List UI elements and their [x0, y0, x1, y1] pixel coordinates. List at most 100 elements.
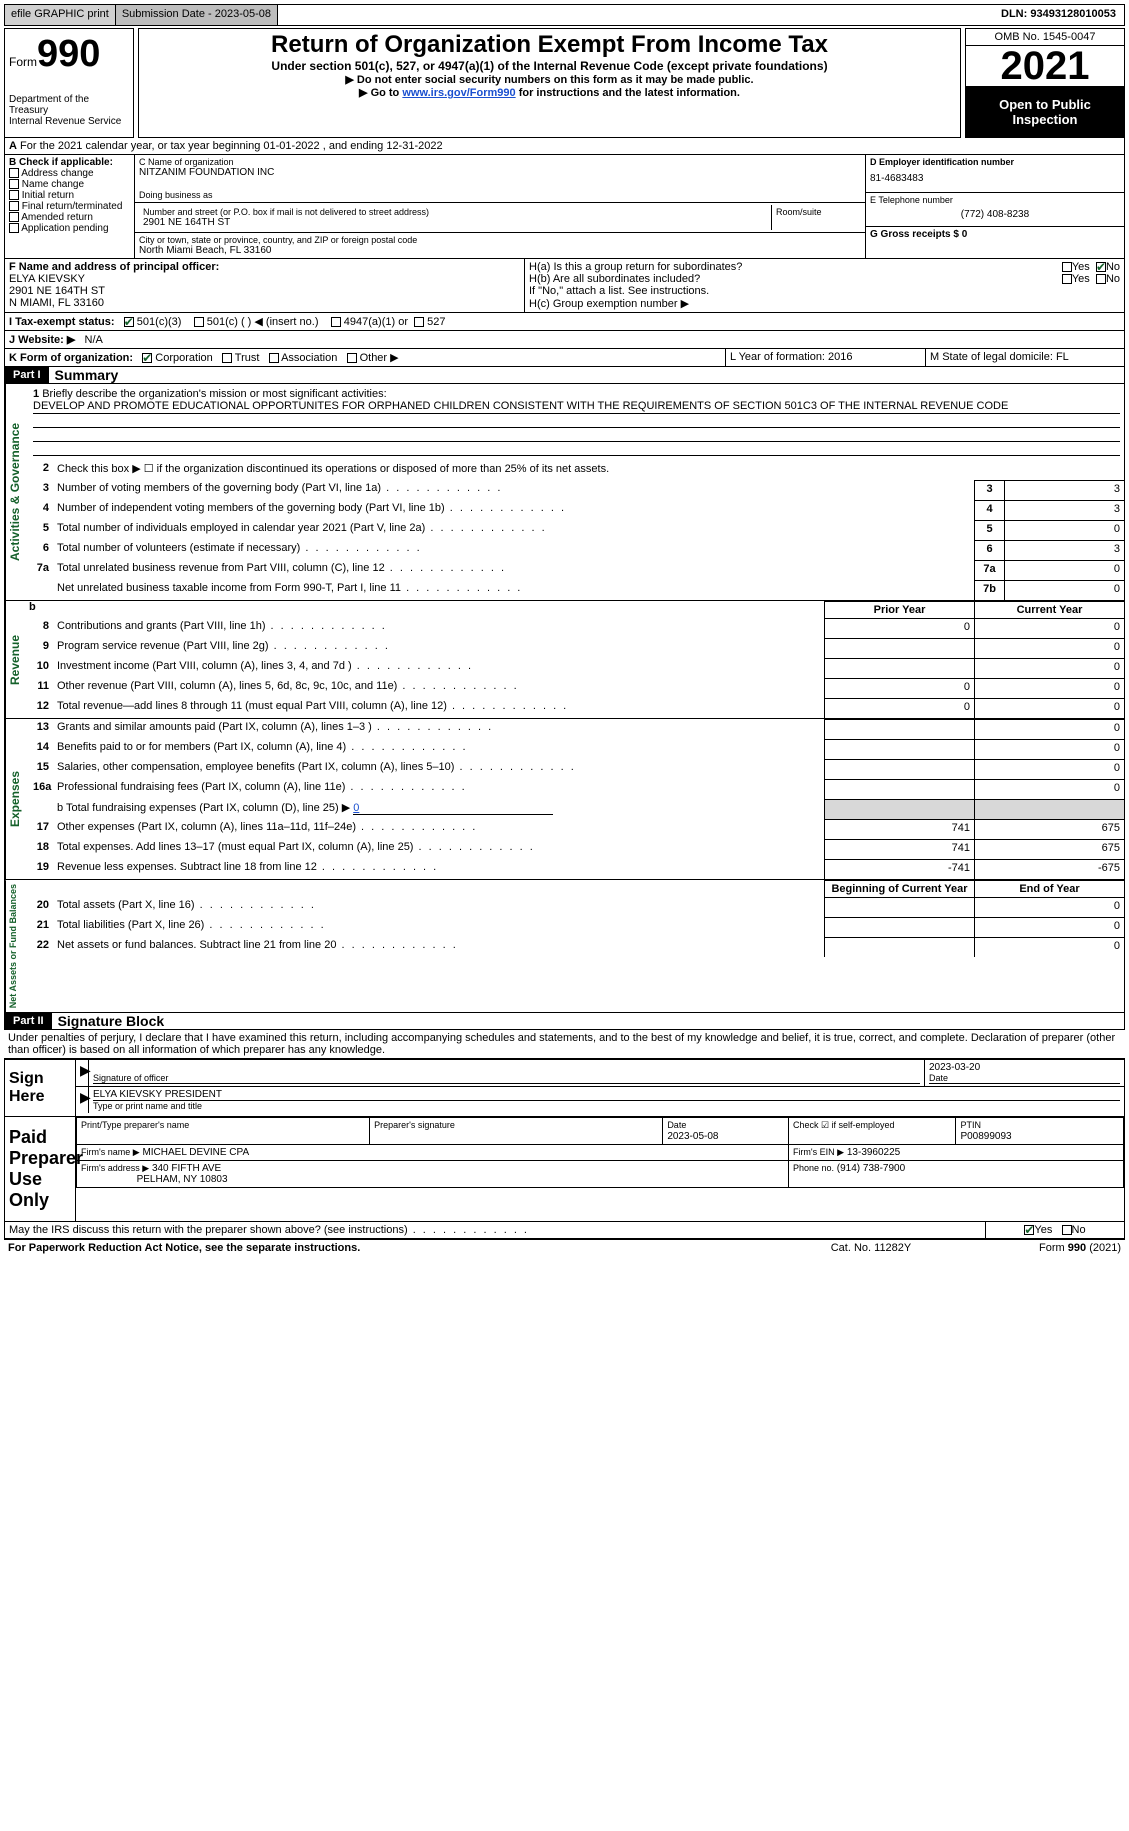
paid-preparer-label: Paid Preparer Use Only — [5, 1117, 75, 1221]
page-footer: For Paperwork Reduction Act Notice, see … — [4, 1239, 1125, 1256]
efile-button[interactable]: efile GRAPHIC print — [5, 5, 116, 25]
discuss-label: May the IRS discuss this return with the… — [9, 1224, 408, 1236]
opt-corp: Corporation — [155, 352, 212, 364]
gov-line: 5Total number of individuals employed in… — [29, 520, 1124, 540]
line16b-row: b Total fundraising expenses (Part IX, c… — [29, 799, 1124, 819]
year-formation: L Year of formation: 2016 — [725, 349, 925, 367]
checkbox-initial-return[interactable] — [9, 190, 19, 200]
ha-no-checkbox[interactable] — [1096, 262, 1106, 272]
checkbox-527[interactable] — [414, 317, 424, 327]
checkbox-final-return[interactable] — [9, 201, 19, 211]
hb-no-text: No — [1106, 273, 1120, 285]
net-assets-section: Net Assets or Fund Balances Beginning of… — [4, 880, 1125, 1013]
irs-link[interactable]: www.irs.gov/Form990 — [402, 87, 515, 99]
tax-exempt-row: I Tax-exempt status: 501(c)(3) 501(c) ( … — [4, 313, 1125, 331]
checkbox-4947[interactable] — [331, 317, 341, 327]
firm-ein-label: Firm's EIN ▶ — [793, 1147, 844, 1157]
discuss-yes-checkbox[interactable] — [1024, 1225, 1034, 1235]
checkbox-corporation[interactable] — [142, 353, 152, 363]
prior-year-hdr: Prior Year — [824, 601, 974, 618]
opt-4947: 4947(a)(1) or — [344, 316, 408, 328]
firm-name-value: MICHAEL DEVINE CPA — [142, 1147, 249, 1158]
city-value: North Miami Beach, FL 33160 — [139, 245, 861, 256]
officer-addr1: 2901 NE 164TH ST — [9, 285, 520, 297]
phone-label: E Telephone number — [870, 195, 1120, 205]
ha-yes-checkbox[interactable] — [1062, 262, 1072, 272]
officer-addr2: N MIAMI, FL 33160 — [9, 297, 520, 309]
form-ref: Form 990 (2021) — [971, 1242, 1121, 1254]
checkbox-501c3[interactable] — [124, 317, 134, 327]
data-line: 18Total expenses. Add lines 13–17 (must … — [29, 839, 1124, 859]
section-j-label: J Website: ▶ — [9, 334, 75, 346]
firm-addr-label: Firm's address ▶ — [81, 1163, 149, 1173]
toolbar-spacer — [278, 5, 993, 25]
self-employed-label: Check ☑ if self-employed — [793, 1120, 895, 1130]
ein-value: 81-4683483 — [870, 167, 1120, 190]
vlabel-governance: Activities & Governance — [5, 384, 29, 600]
submission-date-button[interactable]: Submission Date - 2023-05-08 — [116, 5, 278, 25]
tax-year: 2021 — [966, 46, 1124, 87]
paperwork-notice: For Paperwork Reduction Act Notice, see … — [8, 1242, 771, 1254]
ha-label: H(a) Is this a group return for subordin… — [529, 261, 1062, 273]
data-line: 10Investment income (Part VIII, column (… — [29, 658, 1124, 678]
data-line: 13Grants and similar amounts paid (Part … — [29, 719, 1124, 739]
data-line: 22Net assets or fund balances. Subtract … — [29, 937, 1124, 957]
org-name-label: C Name of organization — [139, 157, 861, 167]
dba-label: Doing business as — [139, 190, 861, 200]
phone-value: (772) 408-8238 — [870, 205, 1120, 224]
opt-527: 527 — [427, 316, 445, 328]
firm-ein-value: 13-3960225 — [847, 1147, 900, 1158]
discuss-no-checkbox[interactable] — [1062, 1225, 1072, 1235]
data-line: 15Salaries, other compensation, employee… — [29, 759, 1124, 779]
hb-label: H(b) Are all subordinates included? — [529, 273, 1062, 285]
checkbox-name-change[interactable] — [9, 179, 19, 189]
data-line: 21Total liabilities (Part X, line 26)0 — [29, 917, 1124, 937]
opt-initial-return: Initial return — [22, 190, 74, 201]
sig-officer-label: Signature of officer — [93, 1073, 920, 1084]
ein-label: D Employer identification number — [870, 157, 1120, 167]
form-identifier-box: Form990 Department of the Treasury Inter… — [4, 28, 134, 138]
hb-no-checkbox[interactable] — [1096, 274, 1106, 284]
vlabel-net-assets: Net Assets or Fund Balances — [5, 880, 29, 1012]
form-subtitle: Under section 501(c), 527, or 4947(a)(1)… — [145, 59, 954, 73]
checkbox-association[interactable] — [269, 353, 279, 363]
section-i-label: I Tax-exempt status: — [9, 316, 115, 328]
declaration-text: Under penalties of perjury, I declare th… — [4, 1030, 1125, 1059]
prep-sig-label: Preparer's signature — [374, 1120, 455, 1130]
opt-address-change: Address change — [21, 168, 93, 179]
sig-date-value: 2023-03-20 — [929, 1062, 1120, 1073]
ha-yes-text: Yes — [1072, 261, 1090, 273]
data-line: 14Benefits paid to or for members (Part … — [29, 739, 1124, 759]
line1-label: Briefly describe the organization's miss… — [42, 388, 386, 400]
part2-header-row: Part II Signature Block — [4, 1013, 1125, 1030]
discuss-no-text: No — [1072, 1224, 1086, 1236]
date-label: Date — [929, 1073, 1120, 1084]
checkbox-other[interactable] — [347, 353, 357, 363]
opt-501c3: 501(c)(3) — [137, 316, 182, 328]
section-b-checkboxes: B Check if applicable: Address change Na… — [4, 155, 134, 259]
gov-line: 6Total number of volunteers (estimate if… — [29, 540, 1124, 560]
revenue-section: Revenue b Prior Year Current Year 8Contr… — [4, 601, 1125, 719]
end-year-hdr: End of Year — [974, 880, 1124, 897]
row-a-prefix: A — [9, 140, 17, 152]
opt-final-return: Final return/terminated — [22, 201, 123, 212]
checkbox-501c[interactable] — [194, 317, 204, 327]
form-note-1: ▶ Do not enter social security numbers o… — [145, 73, 954, 86]
form-note-2: ▶ Go to www.irs.gov/Form990 for instruct… — [145, 86, 954, 99]
ptin-label: PTIN — [960, 1120, 981, 1130]
checkbox-address-change[interactable] — [9, 168, 19, 178]
hb-yes-text: Yes — [1072, 273, 1090, 285]
form-of-org-row: K Form of organization: Corporation Trus… — [4, 349, 1125, 367]
sign-here-label: Sign Here — [5, 1060, 75, 1116]
hb-yes-checkbox[interactable] — [1062, 274, 1072, 284]
prep-name-label: Print/Type preparer's name — [81, 1120, 189, 1130]
checkbox-trust[interactable] — [222, 353, 232, 363]
dln-label: DLN: 93493128010053 — [993, 5, 1124, 25]
ptin-value: P00899093 — [960, 1131, 1011, 1142]
firm-name-label: Firm's name ▶ — [81, 1147, 140, 1157]
checkbox-amended-return[interactable] — [9, 212, 19, 222]
row-a-text: For the 2021 calendar year, or tax year … — [20, 140, 443, 152]
checkbox-application-pending[interactable] — [9, 223, 19, 233]
name-title-value: ELYA KIEVSKY PRESIDENT — [93, 1089, 1120, 1101]
room-label: Room/suite — [776, 207, 857, 217]
